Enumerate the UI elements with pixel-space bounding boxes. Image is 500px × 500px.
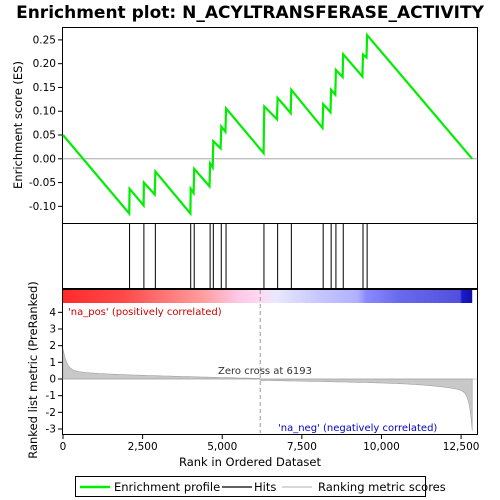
metric-y-ticks: 4 3 2 1 0 -1 -2 -3 <box>46 307 63 436</box>
es-y-tick-label: 0.05 <box>33 130 56 142</box>
ranking-color-bar <box>63 289 473 303</box>
es-y-tick-label: 0.20 <box>33 58 56 70</box>
x-tick-label: 5,000 <box>207 441 237 453</box>
x-tick-label: 10,000 <box>363 441 400 453</box>
legend-enrichment-label: Enrichment profile <box>114 480 220 494</box>
legend-hits-label: Hits <box>254 480 276 494</box>
es-y-tick-label: 0.10 <box>33 106 56 118</box>
es-y-tick-label: 0.15 <box>33 82 56 94</box>
neg-correlated-label: 'na_neg' (negatively correlated) <box>278 423 437 434</box>
chart-title: Enrichment plot: N_ACYLTRANSFERASE_ACTIV… <box>16 3 484 23</box>
es-y-axis-label: Enrichment score (ES) <box>11 61 25 189</box>
hits-panel-frame <box>62 223 478 289</box>
es-panel-frame <box>62 27 478 224</box>
metric-y-tick-label: 0 <box>49 374 56 386</box>
metric-y-tick-label: 4 <box>49 307 56 319</box>
ranking-metric-area <box>62 348 473 431</box>
enrichment-profile-line <box>62 32 474 217</box>
pos-correlated-label: 'na_pos' (positively correlated) <box>68 307 222 318</box>
es-y-tick-label: 0.25 <box>33 34 56 46</box>
x-tick-label: 2,500 <box>128 441 158 453</box>
es-y-tick-label: -0.05 <box>29 177 56 189</box>
x-ticks: 0 2,500 5,000 7,500 10,000 12,500 <box>60 434 480 453</box>
metric-y-tick-label: 1 <box>49 357 56 369</box>
legend-metric-label: Ranking metric scores <box>318 480 446 494</box>
x-tick-label: 0 <box>60 441 67 453</box>
metric-y-tick-label: -2 <box>46 407 56 419</box>
metric-y-tick-label: -1 <box>46 390 56 402</box>
x-axis-label: Rank in Ordered Dataset <box>179 455 322 469</box>
es-y-ticks: 0.25 0.20 0.15 0.10 0.05 0.00 -0.05 -0.10 <box>29 34 63 213</box>
x-tick-label: 7,500 <box>287 441 317 453</box>
es-y-tick-label: -0.10 <box>29 201 56 213</box>
es-y-tick-label: 0.00 <box>33 153 56 165</box>
metric-y-tick-label: 2 <box>49 340 56 352</box>
x-tick-label: 12,500 <box>443 441 480 453</box>
zero-cross-label: Zero cross at 6193 <box>218 366 312 377</box>
metric-y-tick-label: 3 <box>49 324 56 336</box>
metric-y-tick-label: -3 <box>46 424 56 436</box>
hit-markers <box>129 224 368 288</box>
metric-y-axis-label: Ranked list metric (PreRanked) <box>26 281 40 459</box>
